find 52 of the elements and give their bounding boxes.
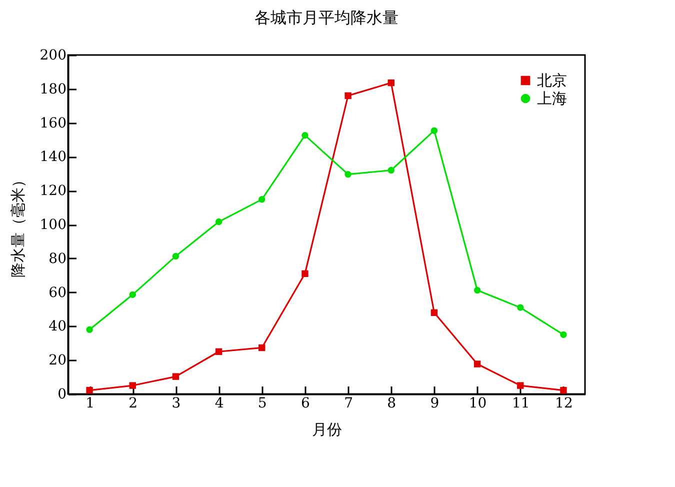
x-tick-label: 9 [430,396,440,412]
point [560,386,567,394]
point [560,331,567,338]
point [215,218,222,226]
point [129,382,136,389]
y-tick-label: 200 [40,48,66,64]
y-tick-label: 80 [48,250,66,267]
y-tick-label: 100 [40,217,66,233]
point [517,304,524,311]
x-tick-label: 6 [300,396,310,412]
chart-title: 各城市月平均降水量 [254,8,398,27]
point [430,127,438,134]
point [86,386,93,394]
y-tick-label: 20 [48,352,66,369]
point [258,344,266,352]
point [517,382,524,389]
y-tick-label: 140 [40,149,66,166]
legend-label: 北京 [537,72,567,90]
x-tick-label: 1 [86,396,95,412]
x-tick-label: 7 [344,396,354,412]
y-axis-title: 降水量（毫米） [8,172,27,278]
x-axis-title: 月份 [312,420,342,438]
point [302,132,308,139]
x-tick-label: 12 [555,396,573,412]
point [388,166,394,174]
point [172,373,180,380]
point [430,309,438,316]
point [129,291,136,298]
x-tick-label: 11 [512,396,530,412]
point [258,196,266,203]
x-tick-label: 5 [258,396,267,412]
point [302,270,308,278]
point [474,360,481,368]
x-tick-label: 4 [214,396,224,412]
point [172,252,180,260]
y-tick-label: 0 [58,386,66,402]
y-tick-label: 40 [48,318,66,335]
point [388,79,394,86]
x-tick-label: 3 [172,396,181,412]
y-tick-label: 120 [40,183,66,200]
x-tick-label: 8 [387,396,396,412]
y-tick-label: 160 [40,115,66,132]
x-tick-label: 2 [128,396,138,412]
point [344,92,352,100]
x-tick-label: 10 [468,396,487,412]
point [86,326,93,333]
point [215,348,222,355]
point [344,170,352,178]
y-tick-label: 60 [48,284,66,301]
y-tick-label: 180 [40,81,66,98]
legend-label: 上海 [537,90,567,108]
point [474,286,481,294]
